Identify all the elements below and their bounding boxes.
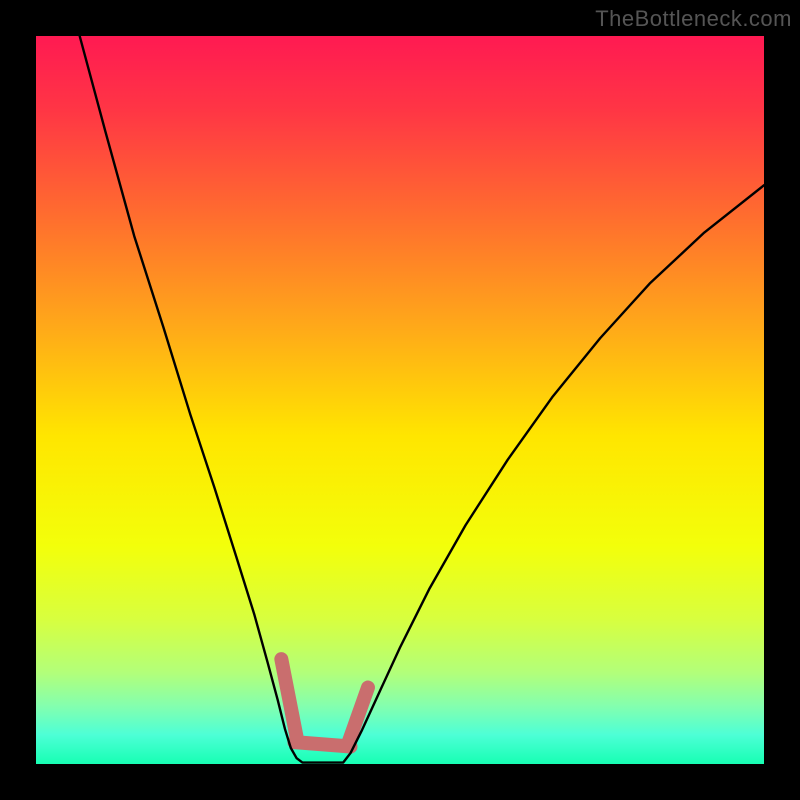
chart-svg [0,0,800,800]
plot-background [36,36,764,764]
watermark-text: TheBottleneck.com [595,6,792,32]
